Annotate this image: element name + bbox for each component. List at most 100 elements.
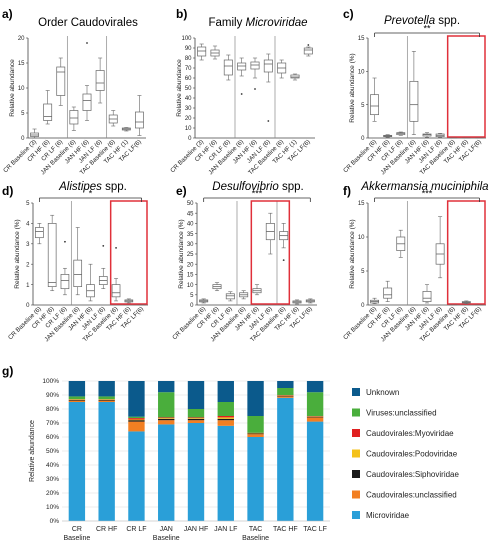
y-tick-label: 0%	[50, 518, 60, 525]
y-tick-label: 0	[190, 303, 194, 309]
bar-segment	[247, 416, 264, 433]
y-tick-label: 15	[358, 201, 365, 207]
title-taxon: Alistipes	[58, 181, 102, 193]
bar-stack-8	[306, 381, 324, 521]
bar-segment	[158, 424, 175, 521]
bar-segment	[217, 381, 234, 402]
y-tick-label: 40	[187, 222, 194, 228]
bar-segment	[306, 416, 324, 418]
x-tick-label: TAC	[249, 526, 262, 533]
y-tick-label: 100%	[42, 378, 59, 385]
box-0	[199, 298, 209, 304]
bar-segment	[158, 381, 175, 393]
bar-stack-0	[68, 381, 86, 521]
box-6	[277, 59, 287, 79]
y-axis-label: Relative abundance (%)	[349, 53, 356, 122]
box-7	[124, 298, 134, 304]
x-group-label: Baseline	[242, 535, 269, 542]
box-5	[95, 57, 105, 104]
box-iqr	[250, 61, 260, 70]
outlier-point	[254, 88, 256, 90]
outlier-point	[102, 244, 105, 247]
y-tick-label: 15	[18, 61, 25, 67]
y-axis-label: Relative abundance	[29, 420, 36, 482]
y-tick-label: 5	[361, 103, 365, 109]
outlier-point	[307, 44, 310, 46]
box-iqr	[43, 103, 53, 121]
panel-c: c) Prevotella spp. 0 5 10 15 Relative abundanc…	[342, 7, 486, 176]
y-tick-label: 5	[26, 201, 30, 207]
panel-letter: a)	[2, 7, 13, 21]
y-tick-label: 80%	[46, 406, 59, 413]
bar-segment	[187, 418, 205, 419]
significance-bracket: **	[374, 24, 480, 37]
bar-segment	[187, 409, 205, 418]
box-iqr	[290, 74, 300, 79]
outlier-point	[267, 120, 270, 122]
x-tick-label: TAC LF	[303, 526, 327, 533]
legend-item: Caudovirales:Myoviridae	[352, 429, 454, 438]
bar-segment	[98, 396, 115, 400]
legend-label: Viruses:unclassified	[366, 409, 437, 418]
box-iqr	[409, 80, 419, 122]
y-tick-label: 80	[185, 56, 192, 62]
x-tick-label: JAN	[160, 526, 173, 533]
box-4	[422, 284, 432, 304]
y-tick-label: 25	[187, 252, 194, 258]
box-6	[279, 223, 289, 262]
bar-segment	[187, 418, 205, 421]
bar-segment	[277, 381, 294, 388]
y-tick-label: 50	[187, 201, 194, 207]
bar-segment	[128, 381, 145, 417]
bar-segment	[187, 381, 205, 409]
bar-segment	[277, 397, 294, 521]
bar-segment	[247, 437, 264, 521]
y-tick-label: 70%	[46, 420, 59, 427]
bar-segment	[68, 381, 86, 397]
y-tick-label: 45	[187, 211, 194, 217]
y-tick-label: 0	[188, 136, 192, 142]
significance-label: *	[89, 189, 93, 199]
box-8	[305, 298, 315, 304]
title-suffix: spp.	[435, 15, 460, 27]
box-3	[409, 51, 419, 135]
box-iqr	[69, 110, 79, 125]
box-3	[69, 106, 79, 131]
outlier-point	[115, 246, 117, 249]
box-1	[43, 90, 53, 125]
bar-segment	[158, 420, 175, 425]
box-2	[396, 229, 406, 258]
highlight-box	[446, 35, 486, 138]
bar-segment	[217, 416, 234, 418]
panel-letter: b)	[176, 7, 187, 21]
panel-letter: d)	[2, 184, 13, 198]
title-prefix: Family	[208, 17, 245, 29]
bar-segment	[217, 417, 234, 419]
y-tick-label: 20	[18, 36, 25, 42]
bar-segment	[277, 388, 294, 395]
box-2	[60, 240, 70, 296]
y-tick-label: 15	[187, 273, 194, 279]
y-tick-label: 10%	[46, 504, 59, 511]
bar-segment	[128, 421, 145, 432]
y-tick-label: 15	[358, 36, 365, 42]
y-tick-label: 1	[26, 283, 30, 289]
box-1	[210, 45, 220, 60]
y-axis-label: Relative abundance (%)	[349, 219, 356, 288]
y-tick-label: 40	[185, 96, 192, 102]
box-iqr	[73, 259, 83, 287]
bar-segment	[217, 418, 234, 421]
y-axis-label: Relative abundance	[9, 59, 16, 117]
box-iqr	[223, 59, 233, 76]
y-tick-label: 10	[358, 70, 365, 76]
outlier-point	[240, 93, 243, 95]
y-tick-label: 30	[187, 242, 194, 248]
bar-segment	[306, 417, 324, 422]
y-tick-label: 60%	[46, 434, 59, 441]
box-5	[265, 212, 275, 255]
legend-swatch	[352, 429, 360, 437]
panel-title: Order Caudovirales	[38, 17, 138, 29]
x-tick-label: JAN LF	[214, 526, 237, 533]
box-4	[250, 57, 260, 90]
bar-segment	[247, 381, 264, 416]
